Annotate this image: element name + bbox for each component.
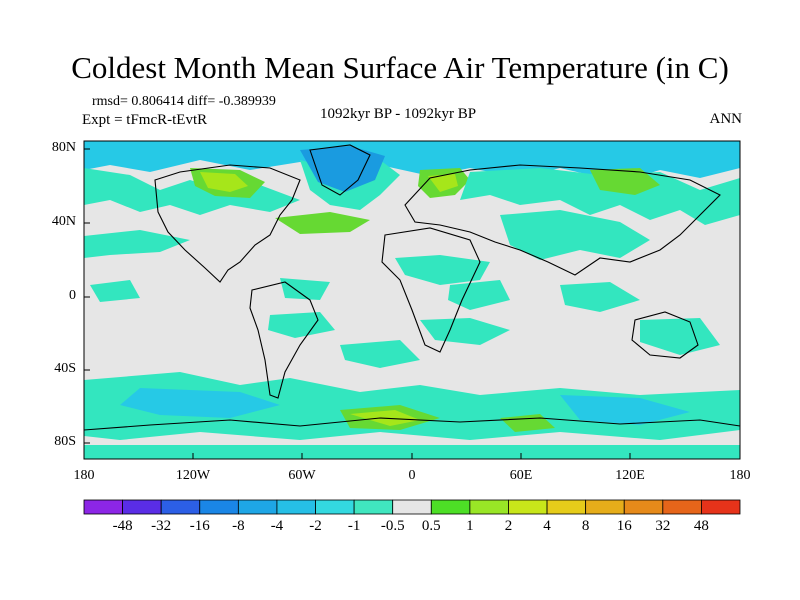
anomaly-region	[84, 168, 300, 215]
colorbar-swatch	[315, 499, 355, 515]
anomaly-region	[590, 168, 660, 195]
anomaly-region	[420, 318, 510, 345]
colorbar-swatch	[199, 499, 239, 515]
colorbar-label: 1	[466, 518, 474, 534]
colorbar-swatch	[122, 499, 162, 515]
colorbar-label: 32	[655, 518, 671, 534]
anomaly-region	[500, 210, 650, 260]
coast-australia	[631, 311, 699, 359]
colorbar-swatch	[701, 499, 741, 515]
axis-ticks	[83, 148, 741, 459]
colorbar-label: 16	[616, 518, 632, 534]
lat-label: 0	[69, 288, 76, 303]
colorbar-swatch	[546, 499, 587, 515]
colorbar-label: 2	[504, 518, 513, 534]
anomaly-region	[84, 445, 740, 459]
anomaly-region	[84, 230, 190, 258]
colorbar-swatch	[160, 499, 201, 515]
colorbar-label: 48	[693, 518, 709, 534]
colorbar-swatch	[430, 499, 471, 515]
colorbar-swatch	[662, 499, 702, 515]
anomaly-region	[460, 168, 740, 225]
anomaly-region	[428, 174, 458, 192]
colorbar-swatch	[469, 499, 509, 515]
lat-label: 40N	[51, 214, 76, 229]
anomaly-region	[268, 312, 335, 338]
lon-label: 60W	[288, 468, 316, 483]
anomaly-region	[395, 255, 490, 285]
coast-africa	[381, 227, 481, 353]
coast-greenland	[309, 144, 371, 196]
colorbar-swatch	[276, 499, 316, 515]
anomaly-region	[640, 318, 720, 355]
season-label: ANN	[709, 111, 743, 127]
colorbar-label: -0.5	[380, 518, 405, 534]
anomaly-region	[275, 212, 370, 234]
experiment-label: Expt = tFmcR-tEvtR	[82, 112, 208, 128]
anomaly-region	[300, 146, 385, 192]
coast-south-america	[249, 281, 319, 399]
anomaly-region	[84, 372, 740, 440]
anomaly-region	[560, 282, 640, 312]
anomaly-region	[90, 280, 140, 302]
lon-label: 0	[408, 468, 416, 483]
anomaly-region	[280, 278, 330, 300]
coast-eurasia	[404, 164, 721, 276]
colorbar-label: 0.5	[421, 518, 441, 534]
stats-line: rmsd= 0.806414 diff= -0.389939	[92, 94, 276, 109]
colorbar-label: 4	[543, 518, 551, 534]
colorbar-swatch	[508, 499, 548, 515]
colorbar-label: -48	[112, 518, 133, 534]
colorbar-label: -8	[232, 518, 245, 534]
colorbar-label: -16	[189, 518, 210, 534]
colorbar-swatch	[83, 499, 123, 515]
lon-label: 120E	[615, 468, 645, 483]
colorbar-label: -1	[347, 518, 361, 534]
lon-label: 120W	[175, 468, 211, 483]
colorbar-label: -32	[151, 518, 172, 534]
lat-label: 80S	[54, 434, 76, 449]
anomaly-region	[84, 141, 740, 182]
anomaly-region	[200, 172, 248, 192]
colorbar	[83, 499, 741, 515]
colorbar-swatch	[353, 499, 394, 515]
lon-label: 180	[73, 468, 95, 483]
anomaly-region	[120, 388, 280, 418]
lat-label: 40S	[54, 361, 76, 376]
coastlines	[83, 144, 741, 431]
anomaly-region	[448, 280, 510, 310]
coast-antarctica	[83, 417, 741, 431]
lon-label: 60E	[509, 468, 533, 483]
lon-label: 180	[729, 468, 751, 483]
chart-title: Coldest Month Mean Surface Air Temperatu…	[71, 50, 729, 85]
colorbar-label: -4	[270, 518, 284, 534]
anomaly-field	[84, 141, 740, 459]
colorbar-label: -2	[309, 518, 322, 534]
lat-label: 80N	[51, 140, 76, 155]
anomaly-region	[560, 395, 690, 425]
period-label: 1092kyr BP - 1092kyr BP	[320, 106, 477, 122]
coast-north-america	[154, 164, 301, 283]
colorbar-swatch	[623, 499, 664, 515]
colorbar-swatch	[392, 499, 432, 515]
colorbar-label: 8	[581, 518, 590, 534]
colorbar-swatch	[237, 499, 278, 515]
colorbar-swatch	[585, 499, 625, 515]
anomaly-region	[340, 340, 420, 368]
